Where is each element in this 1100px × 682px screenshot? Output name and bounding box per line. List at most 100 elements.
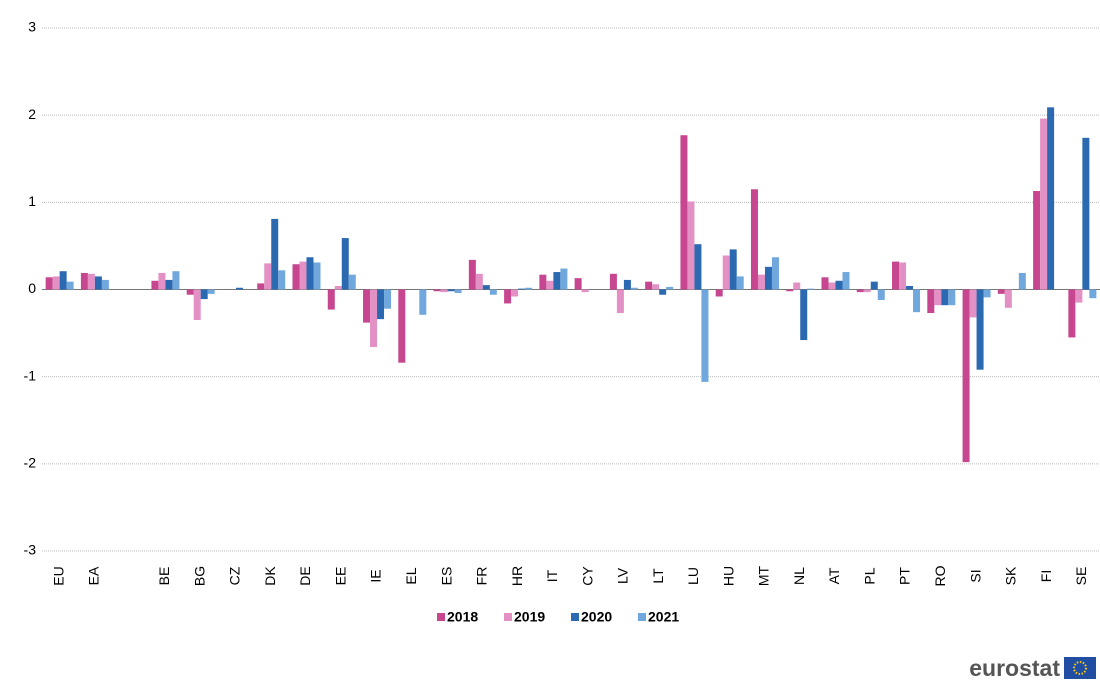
bar: [609, 273, 617, 290]
bar: [1068, 289, 1076, 338]
bar: [1018, 272, 1026, 290]
bar: [1089, 289, 1097, 299]
bar: [546, 280, 554, 290]
bar: [729, 249, 737, 290]
bar: [722, 255, 730, 290]
bar: [101, 279, 109, 290]
bar: [553, 272, 561, 290]
x-tick-label: EU: [50, 566, 66, 585]
y-tick-label: -2: [24, 455, 37, 471]
x-tick-label: EA: [86, 566, 102, 585]
bar: [299, 261, 307, 290]
x-tick-label: DE: [297, 566, 313, 585]
legend-swatch: [571, 613, 579, 621]
bar: [193, 289, 201, 321]
bar: [207, 289, 215, 294]
bar: [842, 272, 850, 290]
bar: [384, 289, 392, 309]
bar: [934, 289, 942, 306]
bar: [292, 264, 300, 290]
x-tick-label: SE: [1073, 567, 1089, 586]
x-tick-label: SI: [967, 569, 983, 582]
bar: [165, 279, 173, 290]
bar: [447, 289, 455, 292]
x-tick-label: PT: [897, 567, 913, 585]
bar: [581, 289, 589, 293]
bar: [913, 289, 921, 313]
bar: [616, 289, 624, 314]
bar: [264, 263, 272, 290]
x-tick-label: DK: [262, 566, 278, 586]
x-tick-label: FI: [1038, 570, 1054, 582]
bar: [1040, 118, 1048, 290]
bar: [334, 286, 342, 290]
bar: [278, 270, 286, 290]
bar: [539, 274, 547, 290]
bar: [482, 285, 490, 290]
bar: [687, 201, 695, 290]
bar: [52, 276, 60, 290]
y-tick-label: -3: [24, 542, 37, 558]
eurostat-logo: eurostat: [969, 655, 1096, 681]
bar: [94, 276, 102, 290]
bar: [807, 288, 815, 290]
bar: [377, 289, 385, 320]
bar: [948, 289, 956, 306]
legend-swatch: [504, 613, 512, 621]
x-tick-label: MT: [756, 565, 772, 586]
bar: [623, 279, 631, 290]
bar: [659, 289, 667, 295]
bar: [877, 289, 885, 300]
x-tick-label: AT: [826, 567, 842, 584]
x-tick-label: CZ: [227, 566, 243, 585]
bar: [511, 289, 519, 297]
x-tick-label: EE: [332, 567, 348, 586]
bar: [200, 289, 208, 300]
bar: [468, 259, 476, 290]
bar: [560, 268, 568, 290]
bar: [892, 261, 900, 290]
logo-text: eurostat: [969, 655, 1060, 681]
bar: [652, 284, 660, 290]
x-tick-label: EL: [403, 567, 419, 584]
x-tick-label: CY: [579, 566, 595, 586]
bar: [489, 289, 497, 295]
bar: [863, 289, 871, 293]
bar: [454, 289, 462, 293]
bar: [927, 289, 935, 314]
x-tick-label: IE: [368, 569, 384, 582]
x-tick-label: RO: [932, 565, 948, 586]
x-tick-label: NL: [791, 567, 807, 585]
bar: [828, 282, 836, 290]
bar: [419, 289, 427, 315]
bar: [172, 271, 180, 290]
bar: [800, 289, 808, 341]
bar: [694, 244, 702, 290]
bar: [821, 277, 829, 290]
bar: [1033, 191, 1041, 290]
bar: [504, 289, 512, 304]
bar: [186, 289, 194, 295]
y-tick-label: 1: [28, 193, 36, 209]
bar: [80, 272, 88, 290]
x-tick-label: IT: [544, 569, 560, 582]
y-tick-label: 3: [28, 19, 36, 35]
y-tick-label: 2: [28, 106, 36, 122]
x-tick-label: FR: [474, 567, 490, 586]
bar: [257, 283, 265, 290]
x-tick-label: BE: [156, 567, 172, 586]
bar: [870, 281, 878, 290]
bar: [370, 289, 378, 348]
bar: [666, 286, 674, 290]
bar: [757, 274, 765, 290]
bar: [701, 289, 709, 382]
bar: [736, 276, 744, 290]
bar: [1082, 137, 1090, 290]
y-tick-label: 0: [28, 280, 36, 296]
bar: [475, 273, 483, 290]
x-tick-label: LU: [685, 567, 701, 585]
bar: [518, 288, 526, 290]
bar: [341, 238, 349, 290]
bar: [363, 289, 371, 323]
